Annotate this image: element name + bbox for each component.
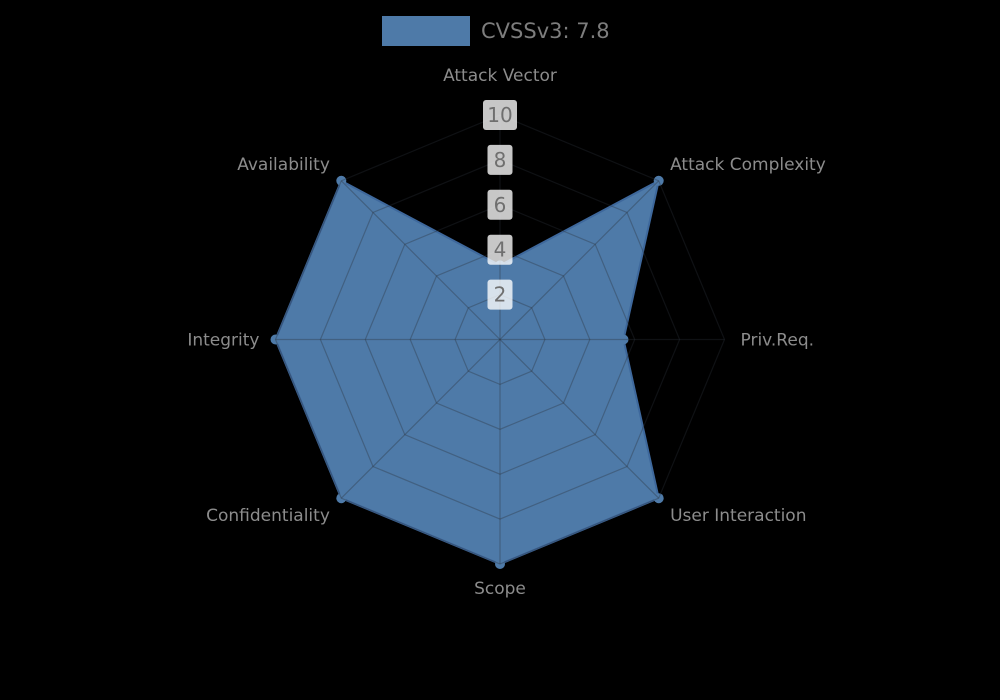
radial-tick-label: 4 [494,238,507,262]
radar-grid-ring [409,249,591,430]
radial-tick-box [487,144,513,175]
radial-tick-box [487,234,513,265]
radar-spoke [499,180,660,340]
radial-tick-label: 8 [494,148,507,172]
legend-label: CVSSv3: 7.8 [481,19,610,43]
chart-legend: CVSSv3: 7.8 [382,16,610,46]
vertex-marker [495,559,505,569]
vertex-marker [653,175,664,186]
vertex-marker [270,334,281,345]
axis-label-priv-req: Priv.Req. [741,331,815,351]
axis-label-scope: Scope [474,579,526,599]
radar-grid-ring [454,293,546,386]
radar-grid-ring [364,204,636,475]
axis-label-integrity: Integrity [187,331,259,351]
axis-label-attack-complexity: Attack Complexity [670,155,826,175]
axis-label-attack-vector: Attack Vector [443,66,557,86]
radial-tick-box [483,100,517,130]
radar-grid-ring [319,159,681,520]
axis-label-user-interaction: User Interaction [670,506,806,526]
radar-grid-ring [274,114,726,565]
radar-spoke [340,180,501,340]
axis-label-confidentiality: Confidentiality [206,506,330,526]
vertex-marker [653,493,664,504]
vertex-marker [336,175,347,186]
radial-tick-label: 6 [494,193,507,217]
axis-label-availability: Availability [237,155,330,175]
vertex-marker [618,334,629,345]
radial-tick-label: 10 [487,103,512,127]
radar-spoke [340,339,501,499]
legend-swatch [382,16,470,46]
radial-tick-label: 2 [494,283,507,307]
radar-spoke [499,339,660,499]
radial-tick-box [487,189,513,220]
radial-tick-box [487,279,513,310]
vertex-marker [336,493,347,504]
